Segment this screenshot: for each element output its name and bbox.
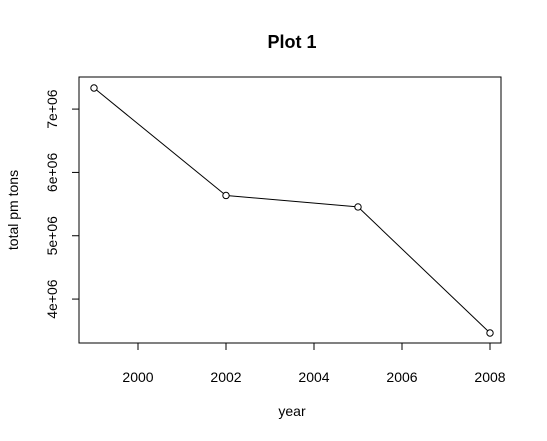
series-line-segment xyxy=(229,195,355,208)
data-point-marker xyxy=(90,84,98,92)
y-tick-label: 4e+06 xyxy=(44,279,60,319)
data-point-marker xyxy=(486,329,494,337)
y-tick-label: 5e+06 xyxy=(44,216,60,256)
x-tick-label: 2008 xyxy=(474,369,505,385)
x-axis: 2000 2002 2004 2006 2008 xyxy=(122,342,506,385)
x-axis-label: year xyxy=(278,403,306,419)
x-tick-label: 2000 xyxy=(122,369,153,385)
series-line-segment xyxy=(359,208,489,332)
data-point-marker xyxy=(354,203,362,211)
data-series xyxy=(90,84,494,337)
chart-title: Plot 1 xyxy=(267,32,316,52)
y-axis: 4e+06 5e+06 6e+06 7e+06 xyxy=(44,89,80,319)
x-tick-label: 2006 xyxy=(386,369,417,385)
x-tick-label: 2004 xyxy=(298,369,329,385)
data-point-marker xyxy=(222,191,230,200)
plot-frame xyxy=(78,76,502,344)
y-tick-label: 7e+06 xyxy=(44,89,60,129)
y-axis-label: total pm tons xyxy=(5,170,21,250)
x-tick-label: 2002 xyxy=(210,369,241,385)
series-line-segment xyxy=(96,89,224,194)
y-tick-label: 6e+06 xyxy=(44,153,60,193)
